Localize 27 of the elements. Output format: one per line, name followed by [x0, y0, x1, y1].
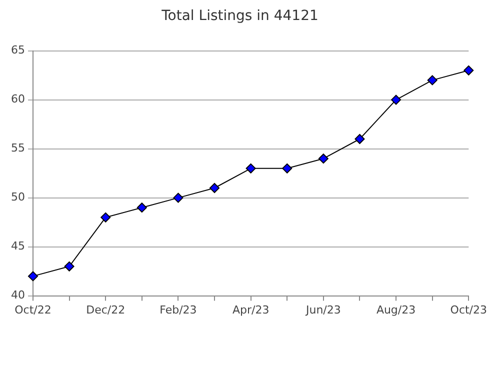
point: [100, 212, 111, 222]
y-tick-label: 50: [10, 190, 25, 204]
point: [318, 154, 328, 164]
point: [64, 261, 74, 272]
point: [354, 134, 365, 144]
point: [427, 75, 438, 86]
x-tick-label: Apr/23: [232, 303, 270, 316]
y-tick-label: 40: [10, 288, 25, 302]
x-tick-label: Oct/23: [450, 303, 488, 316]
x-tick-label: Feb/23: [160, 303, 197, 316]
y-tick-label: 60: [10, 92, 25, 106]
point: [282, 163, 292, 174]
x-tick-label: Aug/23: [376, 303, 416, 316]
y-tick-label: 55: [10, 142, 25, 155]
point: [246, 163, 256, 174]
point: [391, 94, 402, 105]
y-tick-label: 65: [10, 44, 25, 57]
point: [464, 65, 474, 76]
y-tick-label: 45: [10, 240, 25, 253]
point: [210, 183, 220, 193]
point: [28, 271, 38, 282]
x-tick-label: Oct/22: [14, 303, 52, 316]
point: [136, 202, 147, 213]
x-tick-label: Jun/23: [304, 303, 341, 316]
chart-title: Total Listings in 44121: [160, 8, 318, 24]
point: [173, 192, 184, 203]
x-tick-label: Dec/22: [86, 303, 126, 316]
